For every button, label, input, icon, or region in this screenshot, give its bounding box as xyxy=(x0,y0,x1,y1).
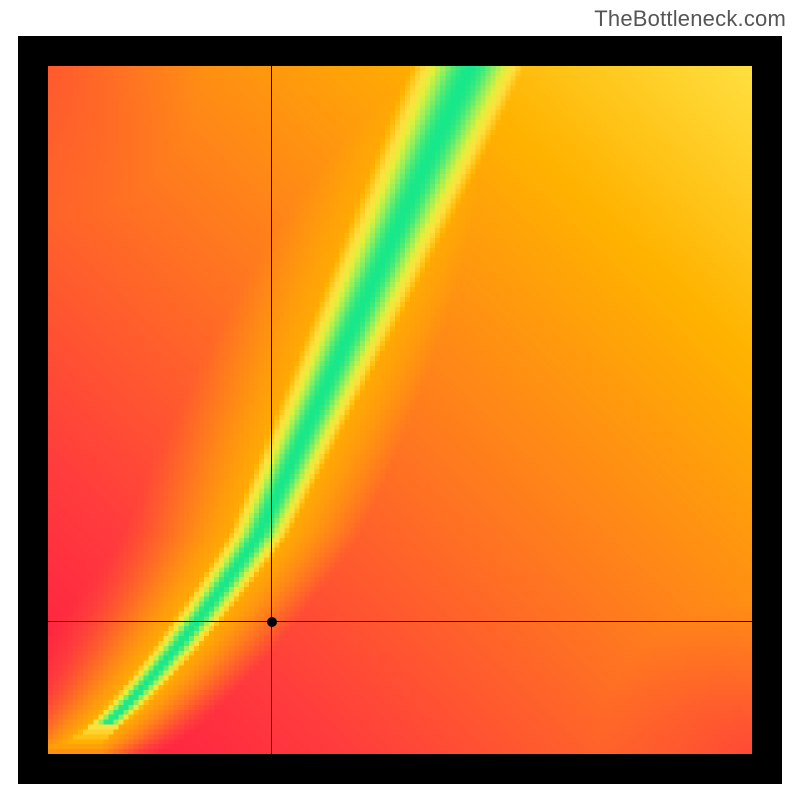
heatmap-canvas xyxy=(48,66,752,754)
crosshair-horizontal xyxy=(48,621,752,622)
crosshair-vertical xyxy=(271,66,272,754)
watermark-text: TheBottleneck.com xyxy=(594,6,786,32)
crosshair-dot xyxy=(267,617,277,627)
plot-frame xyxy=(18,36,782,784)
